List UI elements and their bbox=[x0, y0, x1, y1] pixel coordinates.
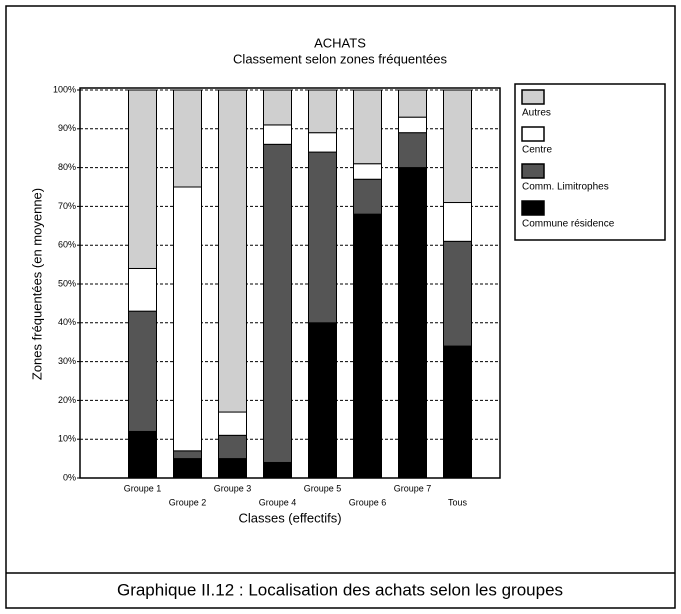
bar-segment bbox=[128, 310, 157, 432]
legend-label: Comm. Limitrophes bbox=[522, 182, 609, 193]
bar-segment bbox=[308, 132, 337, 153]
bar-segment bbox=[218, 411, 247, 436]
x-tick-label: Groupe 7 bbox=[394, 483, 432, 493]
x-tick-label: Groupe 3 bbox=[214, 483, 252, 493]
legend-swatch bbox=[521, 89, 545, 105]
bar-segment bbox=[443, 345, 472, 479]
y-tick-label: 20% bbox=[58, 395, 76, 405]
frame bbox=[5, 5, 676, 609]
bar-segment bbox=[263, 143, 292, 463]
legend-swatch bbox=[521, 126, 545, 142]
y-tick-label: 70% bbox=[58, 201, 76, 211]
bar-segment bbox=[128, 430, 157, 479]
bar-segment bbox=[308, 89, 337, 134]
bar-segment bbox=[263, 461, 292, 479]
bar-segment bbox=[353, 213, 382, 479]
bar-segment bbox=[128, 89, 157, 269]
bar-segment bbox=[353, 163, 382, 180]
y-tick-label: 10% bbox=[58, 434, 76, 444]
bar-segment bbox=[398, 132, 427, 169]
bar-segment bbox=[353, 178, 382, 215]
x-tick-label: Groupe 5 bbox=[304, 483, 342, 493]
x-tick-label: Tous bbox=[448, 497, 468, 507]
y-tick-label: 50% bbox=[58, 278, 76, 288]
x-tick-label: Groupe 1 bbox=[124, 483, 162, 493]
bar-segment bbox=[128, 267, 157, 312]
bar-segment bbox=[173, 89, 202, 188]
y-tick-label: 60% bbox=[58, 240, 76, 250]
bar-segment bbox=[173, 450, 202, 460]
y-tick-label: 0% bbox=[63, 472, 76, 482]
chart-subtitle: Classement selon zones fréquentées bbox=[233, 51, 447, 66]
legend-swatch bbox=[521, 163, 545, 179]
bar-segment bbox=[218, 458, 247, 479]
legend-label: Commune résidence bbox=[522, 219, 615, 230]
y-tick-label: 80% bbox=[58, 162, 76, 172]
x-tick-label: Groupe 4 bbox=[259, 497, 297, 507]
bar-segment bbox=[218, 89, 247, 413]
bar-segment bbox=[173, 186, 202, 452]
y-axis-label: Zones fréquentées (en moyenne) bbox=[29, 188, 44, 380]
legend-label: Autres bbox=[522, 108, 551, 119]
bar-segment bbox=[173, 458, 202, 479]
legend-swatch bbox=[521, 200, 545, 216]
bar-segment bbox=[443, 240, 472, 347]
legend-box bbox=[514, 83, 666, 241]
bar-segment bbox=[443, 89, 472, 204]
legend-label: Centre bbox=[522, 145, 552, 156]
bar-segment bbox=[263, 124, 292, 145]
x-tick-label: Groupe 6 bbox=[349, 497, 387, 507]
y-tick-label: 90% bbox=[58, 123, 76, 133]
bar-segment bbox=[398, 167, 427, 479]
bar-segment bbox=[353, 89, 382, 165]
y-tick-label: 40% bbox=[58, 317, 76, 327]
bar-segment bbox=[308, 322, 337, 479]
bar-segment bbox=[398, 89, 427, 118]
chart-title: ACHATS bbox=[314, 35, 366, 50]
bar-segment bbox=[443, 202, 472, 242]
caption: Graphique II.12 : Localisation des achat… bbox=[117, 580, 563, 599]
y-tick-label: 30% bbox=[58, 356, 76, 366]
y-tick-label: 100% bbox=[53, 84, 76, 94]
bar-segment bbox=[218, 434, 247, 460]
x-axis-label: Classes (effectifs) bbox=[238, 510, 341, 525]
bar-segment bbox=[398, 116, 427, 134]
bar-segment bbox=[308, 151, 337, 324]
bar-segment bbox=[263, 89, 292, 126]
x-tick-label: Groupe 2 bbox=[169, 497, 207, 507]
